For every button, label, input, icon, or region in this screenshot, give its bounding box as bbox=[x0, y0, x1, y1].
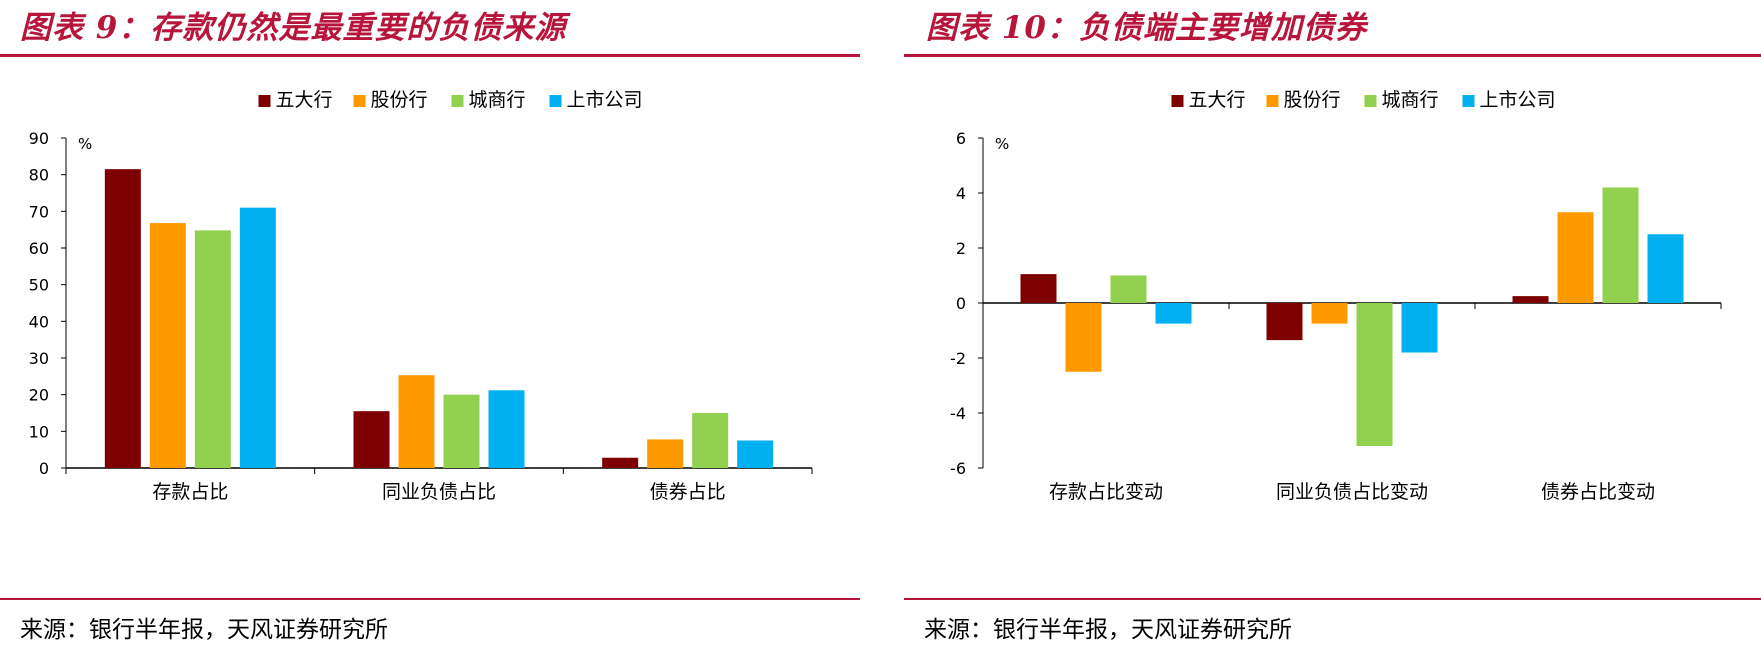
source-rule bbox=[0, 598, 860, 600]
x-category-label: 存款占比 bbox=[152, 481, 228, 503]
bar bbox=[1266, 303, 1303, 341]
y-axis-unit-label: % bbox=[995, 135, 1009, 153]
bar bbox=[1020, 274, 1057, 303]
y-tick-label: 80 bbox=[29, 166, 49, 185]
y-tick-label: 90 bbox=[29, 129, 49, 148]
legend-swatch bbox=[1266, 95, 1279, 107]
chart-legend: 五大行 股份行 城商行 上市公司 bbox=[1171, 89, 1556, 111]
y-tick-label: -4 bbox=[950, 404, 966, 423]
figure-10-panel: 图表 10：负债端主要增加债券 五大行 股份行 城商行 上市公司 -6 -4 -2 0 2 4 6%… bbox=[904, 0, 1761, 649]
y-tick-label: 2 bbox=[956, 239, 966, 258]
bar bbox=[692, 413, 729, 468]
figure-title: 图表 9：存款仍然是最重要的负债来源 bbox=[20, 10, 567, 46]
bar bbox=[1512, 296, 1549, 303]
legend-swatch bbox=[1364, 95, 1377, 107]
legend-swatch bbox=[258, 95, 271, 107]
y-tick-label: 0 bbox=[39, 459, 49, 478]
y-tick-label: 4 bbox=[956, 184, 966, 203]
legend-label: 五大行 bbox=[276, 89, 333, 111]
legend-label: 五大行 bbox=[1189, 89, 1246, 111]
legend-swatch bbox=[1171, 95, 1184, 107]
legend-label: 城商行 bbox=[1382, 89, 1439, 111]
title-rule bbox=[0, 54, 860, 57]
legend-label: 上市公司 bbox=[1480, 89, 1556, 111]
x-category-label: 同业负债占比变动 bbox=[1276, 481, 1428, 503]
legend-label: 上市公司 bbox=[567, 89, 643, 111]
bar bbox=[1557, 212, 1594, 303]
liability-change-bar-chart: 五大行 股份行 城商行 上市公司 -6 -4 -2 0 2 4 6 % 存款占比变动 同业负债占比变动 债券… bbox=[950, 89, 1722, 503]
legend-swatch bbox=[353, 95, 366, 107]
bar bbox=[104, 169, 141, 468]
bar bbox=[647, 439, 684, 468]
legend-swatch bbox=[1462, 95, 1475, 107]
chart-legend: 五大行 股份行 城商行 上市公司 bbox=[258, 89, 643, 111]
x-category-label: 债券占比变动 bbox=[1541, 481, 1655, 503]
y-tick-label: 40 bbox=[29, 312, 49, 331]
bar bbox=[602, 457, 639, 468]
y-tick-label: 60 bbox=[29, 239, 49, 258]
legend-label: 股份行 bbox=[371, 89, 428, 111]
bar bbox=[1647, 234, 1684, 303]
x-category-label: 同业负债占比 bbox=[382, 481, 496, 503]
bar bbox=[239, 207, 276, 468]
figure-9-panel: 图表 9：存款仍然是最重要的负债来源 五大行 股份行 城商行 上市公司 0 10 20 30 4… bbox=[0, 0, 860, 649]
bar bbox=[1155, 303, 1192, 324]
bar bbox=[1401, 303, 1438, 353]
bar bbox=[1065, 303, 1102, 372]
y-tick-label: 10 bbox=[29, 422, 49, 441]
y-tick-label: 6 bbox=[956, 129, 966, 148]
legend-label: 城商行 bbox=[469, 89, 526, 111]
y-tick-label: -2 bbox=[950, 349, 966, 368]
title-rule bbox=[904, 54, 1761, 57]
bar bbox=[488, 390, 525, 468]
y-tick-label: 70 bbox=[29, 202, 49, 221]
legend-swatch bbox=[549, 95, 562, 107]
y-tick-label: 30 bbox=[29, 349, 49, 368]
source-note: 来源：银行半年报，天风证券研究所 bbox=[20, 617, 388, 643]
legend-swatch bbox=[451, 95, 464, 107]
figure-title: 图表 10：负债端主要增加债券 bbox=[926, 10, 1367, 46]
bar bbox=[1602, 187, 1639, 303]
bar bbox=[1110, 275, 1147, 303]
y-tick-label: 0 bbox=[956, 294, 966, 313]
source-rule bbox=[904, 598, 1761, 600]
source-note: 来源：银行半年报，天风证券研究所 bbox=[924, 617, 1292, 643]
deposit-share-bar-chart: 五大行 股份行 城商行 上市公司 0 10 20 30 40 50 60 70 80 90 % 存款占比 同业负… bbox=[29, 89, 813, 503]
y-tick-label: -6 bbox=[950, 459, 966, 478]
bar bbox=[149, 223, 186, 468]
bar bbox=[398, 375, 435, 468]
bar bbox=[353, 411, 390, 468]
y-axis-unit-label: % bbox=[78, 135, 92, 153]
y-tick-label: 50 bbox=[29, 276, 49, 295]
bar bbox=[1356, 303, 1393, 446]
x-category-label: 存款占比变动 bbox=[1049, 481, 1163, 503]
legend-label: 股份行 bbox=[1284, 89, 1341, 111]
bar bbox=[1311, 303, 1348, 324]
y-tick-label: 20 bbox=[29, 386, 49, 405]
x-category-label: 债券占比 bbox=[650, 481, 726, 503]
bar bbox=[737, 440, 774, 468]
bar bbox=[443, 394, 480, 468]
bar bbox=[194, 230, 231, 468]
